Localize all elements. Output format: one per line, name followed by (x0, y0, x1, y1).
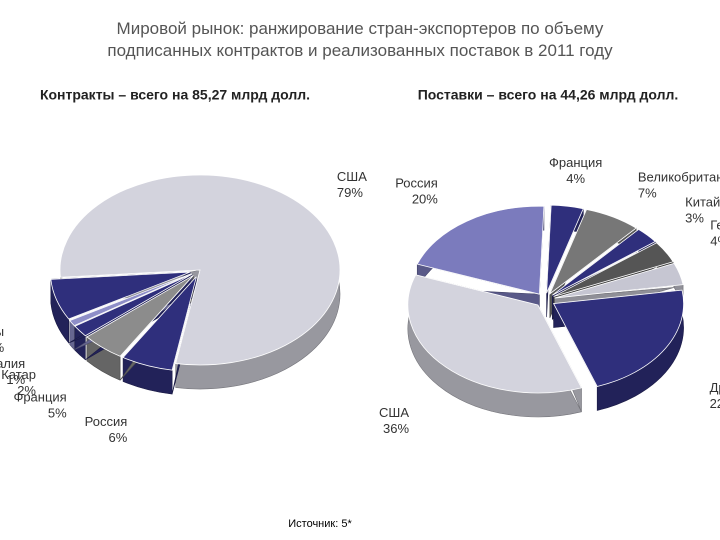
slice (407, 274, 583, 394)
slice-value-label: 5% (48, 405, 67, 420)
source-note: Источник: 5* (288, 518, 352, 530)
slice-value-label: 3% (685, 211, 704, 226)
slice-value-label: 36% (383, 421, 409, 436)
slice-value-label: 6% (108, 430, 127, 445)
slice (552, 289, 684, 387)
slice-label: Великобритания (638, 170, 720, 185)
slice-value-label: 22% (710, 396, 720, 411)
slice (553, 242, 674, 297)
slice (546, 204, 584, 294)
slice-label: Другие страны (710, 380, 720, 395)
slice-label: США (379, 405, 409, 420)
pie-tops (50, 174, 341, 371)
slice-label: Другие страны (0, 324, 4, 339)
slice-value-label: 4% (710, 234, 720, 249)
slice-label: Франция (549, 155, 602, 170)
slice (548, 209, 637, 296)
slice (69, 273, 192, 327)
slice-label: США (337, 169, 367, 184)
slice-label: Россия (395, 176, 438, 191)
slice-value-label: 2% (17, 383, 36, 398)
slice-label: Катар (1, 367, 36, 382)
chart-title: Мировой рынок: ранжирование стран-экспор… (107, 19, 613, 60)
pie-tops (407, 204, 684, 394)
slice-value-label: 79% (337, 185, 363, 200)
slice-value-label: 7% (638, 186, 657, 201)
subtitle: Контракты – всего на 85,27 млрд долл. (40, 87, 310, 103)
slice-value-label: 7% (0, 340, 5, 355)
slice (50, 271, 191, 320)
slice-value-label: 1% (6, 372, 25, 387)
slice (59, 174, 341, 366)
slice (554, 262, 684, 299)
slice-label: Италия (0, 356, 25, 371)
slice-label: Китай (685, 195, 720, 210)
slice-label: Германия (710, 218, 720, 233)
slice-label: Россия (85, 414, 128, 429)
slice (122, 276, 197, 371)
slice (74, 273, 193, 337)
slice (552, 228, 657, 296)
subtitle: Поставки – всего на 44,26 млрд долл. (418, 87, 679, 103)
slice-value-label: 4% (566, 171, 585, 186)
slice (416, 205, 545, 295)
slice-value-label: 20% (412, 192, 438, 207)
slice-label: Франция (13, 389, 66, 404)
slice (86, 274, 194, 357)
